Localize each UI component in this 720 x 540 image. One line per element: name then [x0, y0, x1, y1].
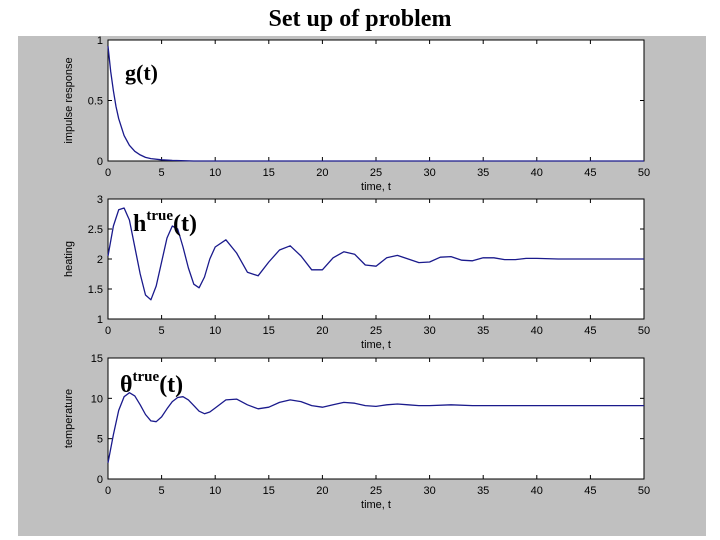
- axes-1-ytick-label: 1: [97, 35, 103, 47]
- axes-1-xtick-label: 40: [531, 167, 543, 179]
- axes-1-xtick-label: 35: [477, 167, 489, 179]
- axes-2-xtick-label: 15: [263, 325, 275, 337]
- axes-3-plot-area: [107, 357, 645, 480]
- axes-3-xtick-label: 50: [638, 485, 650, 497]
- axes-2-xtick-label: 40: [531, 325, 543, 337]
- axes-2-xtick-label: 20: [316, 325, 328, 337]
- axes-1-ytick-label: 0: [97, 156, 103, 168]
- axes-3-xtick-label: 40: [531, 485, 543, 497]
- axes-3-ytick-label: 0: [97, 474, 103, 486]
- axes-1-xtick-label: 5: [159, 167, 165, 179]
- axes-3-xtick-label: 5: [159, 485, 165, 497]
- axes-3-xlabel: time, t: [361, 499, 391, 511]
- axes-1-ytick-label: 0.5: [88, 96, 103, 108]
- axes-2-ytick-label: 1.5: [88, 284, 103, 296]
- axes-2-series-line: [107, 207, 644, 301]
- axes-2-xtick-label: 45: [584, 325, 596, 337]
- axes-2-xtick-label: 30: [423, 325, 435, 337]
- axes-2-annotation: htrue(t): [133, 208, 197, 237]
- axes-3-xtick-label: 35: [477, 485, 489, 497]
- axes-2-ytick-label: 2.5: [88, 224, 103, 236]
- axes-2-xtick-label: 35: [477, 325, 489, 337]
- axes-2-xtick-label: 0: [105, 325, 111, 337]
- axes-1-series-line: [107, 46, 644, 162]
- axes-3-xtick-label: 45: [584, 485, 596, 497]
- axes-3-xtick-label: 10: [209, 485, 221, 497]
- axes-3-series-line: [107, 392, 644, 464]
- axes-3-xtick-label: 15: [263, 485, 275, 497]
- axes-1-xtick-label: 45: [584, 167, 596, 179]
- axes-3-ytick-label: 10: [91, 393, 103, 405]
- axes-1-xtick-label: 0: [105, 167, 111, 179]
- axes-1-plot-area: [107, 39, 645, 162]
- axes-1-xtick-label: 20: [316, 167, 328, 179]
- axes-2-xtick-label: 25: [370, 325, 382, 337]
- axes-2-xtick-label: 5: [159, 325, 165, 337]
- figure-title: Set up of problem: [268, 6, 452, 32]
- axes-2-ytick-label: 1: [97, 314, 103, 326]
- axes-3-ytick-label: 5: [97, 434, 103, 446]
- axes-2-ytick-label: 3: [97, 194, 103, 206]
- axes-2-xtick-label: 50: [638, 325, 650, 337]
- axes-2-xlabel: time, t: [361, 339, 391, 351]
- axes-3-ytick-label: 15: [91, 353, 103, 365]
- axes-2-ytick-label: 2: [97, 254, 103, 266]
- axes-1-ylabel: impulse response: [63, 57, 75, 143]
- axes-2-ylabel: heating: [63, 241, 75, 277]
- axes-2-xtick-label: 10: [209, 325, 221, 337]
- axes-3-xtick-label: 20: [316, 485, 328, 497]
- axes-1-xtick-label: 50: [638, 167, 650, 179]
- axes-1-xtick-label: 10: [209, 167, 221, 179]
- axes-1-xtick-label: 15: [263, 167, 275, 179]
- axes-3-xtick-label: 25: [370, 485, 382, 497]
- axes-3-xtick-label: 0: [105, 485, 111, 497]
- axes-1-annotation: g(t): [125, 60, 158, 85]
- axes-3-xtick-label: 30: [423, 485, 435, 497]
- axes-3-ylabel: temperature: [63, 389, 75, 448]
- axes-3-annotation: θtrue(t): [120, 369, 183, 398]
- axes-1-xtick-label: 30: [423, 167, 435, 179]
- axes-1-xlabel: time, t: [361, 181, 391, 193]
- axes-1-xtick-label: 25: [370, 167, 382, 179]
